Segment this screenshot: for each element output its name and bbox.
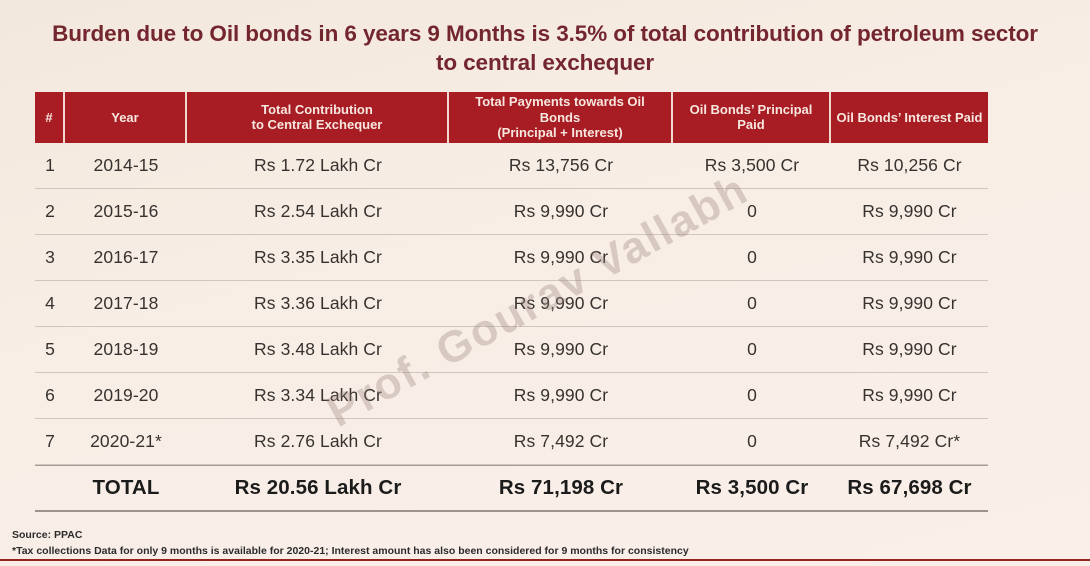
table-header-row: # Year Total Contribution to Central Exche… [35, 92, 988, 143]
column-header-contribution: Total Contribution to Central Exchequer [187, 92, 449, 143]
column-header-year: Year [65, 92, 187, 143]
table-row: 5 2018-19 Rs 3.48 Lakh Cr Rs 9,990 Cr 0 Rs 9,… [35, 327, 988, 373]
table-cell: 0 [747, 200, 757, 221]
column-header-principal: Oil Bonds’ Principal Paid [673, 92, 831, 143]
table-cell: 0 [747, 292, 757, 313]
table-cell: 2014-15 [93, 154, 159, 175]
table-cell: 2017-18 [93, 292, 159, 313]
total-value-cell: Rs 71,198 Cr [498, 475, 624, 499]
table-cell: Rs 9,990 Cr [513, 246, 609, 267]
table-cell: Rs 9,990 Cr [513, 384, 609, 405]
total-value-cell: Rs 67,698 Cr [847, 475, 972, 499]
table-cell: 2 [45, 200, 55, 221]
table-cell: Rs 9,990 Cr [513, 292, 609, 313]
table-row: 3 2016-17 Rs 3.35 Lakh Cr Rs 9,990 Cr 0 Rs 9,… [35, 235, 988, 281]
footnote: *Tax collections Data for only 9 months … [12, 544, 689, 557]
table-cell: 7 [45, 430, 55, 451]
table-cell: Rs 2.54 Lakh Cr [254, 200, 382, 221]
total-label-cell: TOTAL [92, 475, 160, 499]
total-value-cell [35, 466, 65, 510]
table-cell: 3 [45, 246, 55, 267]
footer: Source: PPAC *Tax collections Data for o… [12, 528, 689, 560]
table-cell: 0 [747, 338, 757, 359]
table-cell: Rs 3.36 Lakh Cr [254, 292, 382, 313]
table-row: 2 2015-16 Rs 2.54 Lakh Cr Rs 9,990 Cr 0 Rs 9,… [35, 189, 988, 235]
column-header-payments: Total Payments towards Oil Bonds (Princi… [449, 92, 673, 143]
oil-bonds-table: # Year Total Contribution to Central Exche… [35, 92, 988, 512]
table-cell: Rs 9,990 Cr [513, 200, 609, 221]
table-cell: Rs 3.48 Lakh Cr [254, 338, 382, 359]
table-row: 6 2019-20 Rs 3.34 Lakh Cr Rs 9,990 Cr 0 Rs 9,… [35, 373, 988, 419]
table-cell: Rs 9,990 Cr [513, 338, 609, 359]
column-header-num: # [35, 92, 65, 143]
table-row: 7 2020-21* Rs 2.76 Lakh Cr Rs 7,492 Cr 0 Rs 7… [35, 419, 988, 465]
column-header-interest: Oil Bonds’ Interest Paid [836, 109, 983, 125]
table-cell: Rs 9,990 Cr [862, 384, 957, 405]
table-row: 4 2017-18 Rs 3.36 Lakh Cr Rs 9,990 Cr 0 Rs 9,… [35, 281, 988, 327]
table-cell: Rs 2.76 Lakh Cr [254, 430, 382, 451]
table-cell: 1 [45, 154, 55, 175]
table-cell: 2015-16 [93, 200, 159, 221]
table-cell: 2020-21* [90, 430, 162, 451]
table-cell: 0 [747, 430, 757, 451]
source-note: Source: PPAC [12, 529, 83, 541]
table-cell: Rs 10,256 Cr [857, 154, 962, 175]
table-cell: Rs 9,990 Cr [862, 200, 957, 221]
table-cell: 2019-20 [93, 384, 159, 405]
table-cell: 5 [45, 338, 55, 359]
total-value-cell: Rs 3,500 Cr [695, 475, 809, 499]
table-cell: Rs 13,756 Cr [508, 154, 614, 175]
table-cell: Rs 1.72 Lakh Cr [254, 154, 382, 175]
table-cell: Rs 9,990 Cr [862, 246, 957, 267]
bottom-accent-bar [0, 559, 1090, 561]
table-cell: 0 [747, 384, 757, 405]
table-body: 1 2014-15 Rs 1.72 Lakh Cr Rs 13,756 Cr Rs 3,… [35, 143, 988, 465]
table-cell: Rs 7,492 Cr* [858, 430, 961, 451]
table-cell: 4 [45, 292, 55, 313]
table-cell: Rs 9,990 Cr [862, 292, 957, 313]
table-total-row: TOTAL Rs 20.56 Lakh Cr Rs 71,198 Cr Rs 3,50… [35, 464, 988, 512]
table-cell: 0 [747, 246, 757, 267]
table-cell: Rs 3.34 Lakh Cr [254, 384, 382, 405]
table-cell: Rs 3.35 Lakh Cr [254, 246, 382, 267]
table-cell: Rs 9,990 Cr [862, 338, 957, 359]
table-cell: 6 [45, 384, 55, 405]
table-cell: 2018-19 [93, 338, 159, 359]
table-cell: Rs 3,500 Cr [704, 154, 800, 175]
total-value-cell: Rs 20.56 Lakh Cr [234, 475, 402, 499]
table-cell: Rs 7,492 Cr [513, 430, 609, 451]
table-row: 1 2014-15 Rs 1.72 Lakh Cr Rs 13,756 Cr Rs 3,… [35, 143, 988, 189]
slide-title: Burden due to Oil bonds in 6 years 9 Mon… [52, 21, 1038, 75]
table-cell: 2016-17 [93, 246, 159, 267]
